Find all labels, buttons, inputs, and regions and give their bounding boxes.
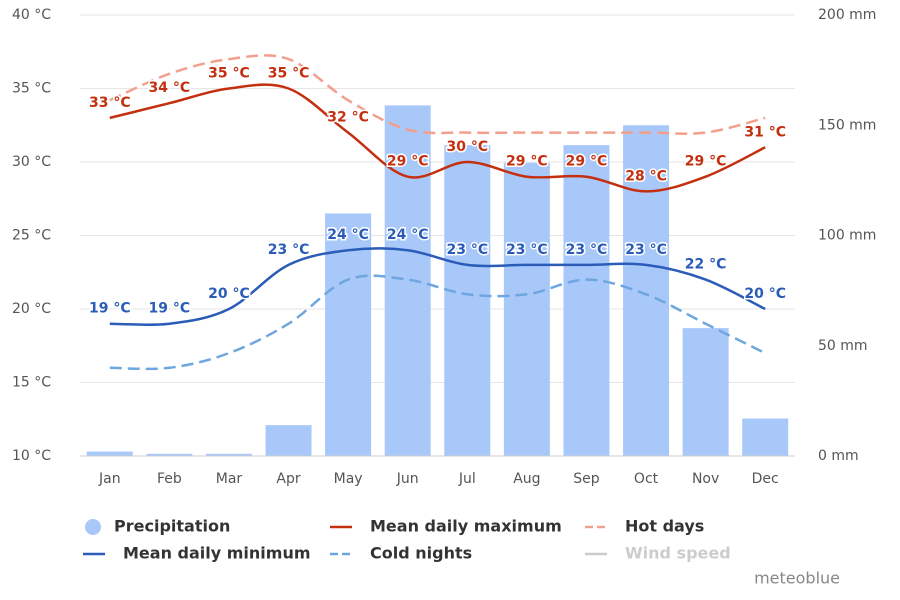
bar: [503, 162, 550, 457]
x-tick-label: Sep: [573, 471, 600, 487]
y-tick-label: 35 °C: [12, 81, 51, 97]
data-label: 32 °C: [327, 110, 369, 126]
x-tick-label: Dec: [752, 471, 779, 487]
x-tick-label: May: [334, 471, 363, 487]
data-label: 22 °C: [685, 257, 727, 273]
y2-tick-label: 50 mm: [818, 338, 868, 354]
line: [109, 274, 766, 371]
data-label: 23 °C: [566, 242, 608, 258]
bar: [325, 213, 372, 456]
y-tick-label: 20 °C: [12, 301, 51, 317]
data-label: 29 °C: [387, 154, 429, 170]
data-label: 28 °C: [625, 168, 667, 184]
x-tick-label: Oct: [634, 471, 659, 487]
x-tick-label: Jan: [98, 471, 121, 487]
legend-label: Hot days: [625, 517, 704, 536]
data-label: 29 °C: [685, 154, 727, 170]
data-label: 35 °C: [208, 66, 250, 82]
data-label: 34 °C: [149, 80, 191, 96]
y-tick-label: 25 °C: [12, 228, 51, 244]
data-label: 24 °C: [327, 227, 369, 243]
y2-tick-label: 200 mm: [818, 7, 876, 23]
bar: [444, 145, 491, 456]
data-label: 20 °C: [208, 286, 250, 302]
bar: [742, 418, 789, 456]
data-label: 23 °C: [506, 242, 548, 258]
watermark: meteoblue: [754, 569, 840, 588]
x-tick-label: Nov: [692, 471, 719, 487]
legend-marker: [85, 519, 101, 535]
bar: [623, 125, 670, 456]
data-label: 33 °C: [89, 95, 131, 111]
data-label: 23 °C: [625, 242, 667, 258]
data-label: 29 °C: [506, 154, 548, 170]
x-tick-label: Aug: [513, 471, 540, 487]
y-tick-label: 40 °C: [12, 7, 51, 23]
bar: [86, 451, 133, 456]
y-tick-label: 15 °C: [12, 375, 51, 391]
legend-label: Mean daily maximum: [370, 517, 562, 536]
x-tick-label: Apr: [276, 471, 300, 487]
bar: [682, 328, 729, 456]
y-tick-label: 10 °C: [12, 448, 51, 464]
data-label: 29 °C: [566, 154, 608, 170]
data-label: 23 °C: [268, 242, 310, 258]
data-label: 19 °C: [149, 301, 191, 317]
bar: [265, 425, 312, 456]
data-label: 23 °C: [446, 242, 488, 258]
x-tick-label: Jun: [396, 471, 419, 487]
bar: [384, 105, 431, 456]
line: [109, 83, 766, 193]
x-tick-label: Mar: [216, 471, 243, 487]
line: [109, 54, 766, 135]
x-tick-label: Feb: [157, 471, 182, 487]
y2-tick-label: 100 mm: [818, 228, 876, 244]
legend-label: Cold nights: [370, 544, 472, 563]
data-label: 31 °C: [744, 124, 786, 140]
x-tick-label: Jul: [458, 471, 476, 487]
line: [109, 247, 766, 327]
data-label: 24 °C: [387, 227, 429, 243]
data-label: 20 °C: [744, 286, 786, 302]
y2-tick-label: 150 mm: [818, 117, 876, 133]
data-label: 19 °C: [89, 301, 131, 317]
bar: [146, 453, 193, 456]
data-label: 30 °C: [446, 139, 488, 155]
legend-label: Wind speed: [625, 544, 731, 563]
bar: [563, 145, 610, 456]
legend-label: Precipitation: [114, 517, 230, 536]
bar: [205, 453, 252, 456]
y2-tick-label: 0 mm: [818, 448, 859, 464]
y-tick-label: 30 °C: [12, 154, 51, 170]
legend-label: Mean daily minimum: [123, 544, 311, 563]
data-label: 35 °C: [268, 66, 310, 82]
